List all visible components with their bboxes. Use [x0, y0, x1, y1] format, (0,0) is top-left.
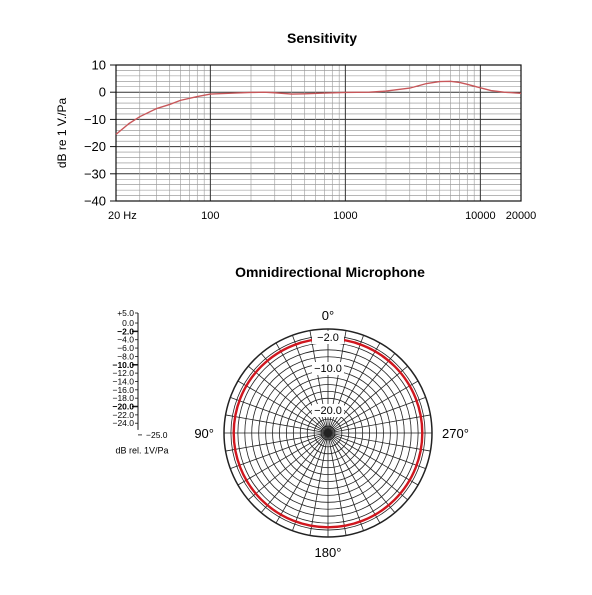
polar-angle-label: 180°: [315, 545, 342, 560]
polar-spoke: [260, 353, 329, 434]
x-tick-label: 100: [201, 210, 219, 222]
y-tick-label: −10: [84, 112, 106, 127]
scale-label: 0.0: [122, 318, 134, 328]
y-tick-label: −20: [84, 139, 106, 154]
scale-label: −12.0: [112, 368, 134, 378]
polar-db-scale: +5.00.0−2.0−4.0−6.0−8.0−10.0−12.0−14.0−1…: [112, 308, 168, 455]
y-tick-label: −40: [84, 194, 106, 209]
ring-label-bg: [312, 404, 344, 417]
polar-spoke: [327, 432, 364, 531]
polar-ring: [279, 384, 377, 482]
polar-spoke: [327, 414, 431, 434]
scale-label: +5.0: [117, 308, 134, 318]
scale-label: −24.0: [112, 418, 134, 428]
scale-label: −8.0: [117, 351, 134, 361]
sensitivity-plot: [115, 80, 522, 135]
scale-label: −10.0: [112, 360, 134, 370]
y-tick-label: 0: [99, 85, 106, 100]
polar-ring-label: −10.0: [314, 363, 342, 375]
polar-ring: [313, 418, 343, 448]
polar-spoke: [327, 397, 426, 434]
scale-caption: dB rel. 1V/Pa: [115, 445, 168, 455]
polar-spoke: [327, 432, 419, 486]
sensitivity-y-axis-label: dB re 1 V./Pa: [55, 98, 69, 169]
x-tick-label: 10000: [465, 210, 496, 222]
polar-spoke: [327, 432, 431, 452]
polar-spoke: [230, 397, 329, 434]
scale-label: −14.0: [112, 376, 134, 386]
polar-spoke: [225, 432, 329, 452]
polar-spoke: [327, 365, 408, 434]
scale-label: −2.0: [117, 326, 134, 336]
polar-spoke: [327, 380, 419, 434]
polar-spoke: [260, 432, 329, 513]
polar-ring: [292, 397, 364, 469]
scale-label: −16.0: [112, 385, 134, 395]
polar-spoke: [327, 432, 347, 536]
polar-spoke: [275, 342, 329, 434]
polar-ring: [272, 377, 384, 489]
x-tick-label: 20000: [506, 210, 537, 222]
y-tick-label: −30: [84, 166, 106, 181]
scale-label: −4.0: [117, 335, 134, 345]
polar-spoke: [237, 380, 329, 434]
polar-grid: [223, 328, 433, 538]
polar-angle-label: 270°: [442, 426, 469, 441]
polar-ring: [285, 390, 370, 475]
sensitivity-series-line: [115, 80, 522, 135]
polar-center: [324, 429, 332, 437]
ring-label-bg: [312, 362, 344, 375]
polar-ring: [223, 328, 433, 538]
scale-label: −18.0: [112, 393, 134, 403]
polar-chart: Omnidirectional Microphone +5.00.0−2.0−4…: [112, 264, 469, 560]
ring-label-bg: [312, 331, 344, 344]
sensitivity-title: Sensitivity: [287, 30, 357, 46]
polar-title: Omnidirectional Microphone: [235, 264, 425, 280]
polar-spoke: [327, 432, 396, 513]
plot-frame: [115, 64, 522, 202]
polar-spoke: [327, 432, 381, 524]
polar-spoke: [275, 432, 329, 524]
x-tick-label: 20 Hz: [108, 210, 137, 222]
polar-spoke: [237, 432, 329, 486]
polar-angle-label: 0°: [322, 308, 334, 323]
x-tick-label: 1000: [333, 210, 357, 222]
polar-spoke: [327, 342, 381, 434]
polar-ring: [320, 425, 336, 441]
polar-spoke: [248, 365, 329, 434]
polar-ring-label: −2.0: [317, 332, 339, 344]
polar-spoke: [248, 432, 329, 501]
scale-label: −6.0: [117, 343, 134, 353]
polar-spoke: [292, 432, 329, 531]
polar-spoke: [327, 432, 426, 469]
polar-spoke: [327, 353, 396, 434]
polar-ring: [244, 349, 412, 517]
polar-labels: 0° 90° 180° 270° −2.0 −10.0 −20.0: [194, 308, 469, 560]
scale-label: −25.0: [146, 430, 168, 440]
polar-spoke: [225, 414, 329, 434]
polar-angle-label: 90°: [194, 426, 214, 441]
polar-spoke: [309, 432, 329, 536]
sensitivity-grid: [115, 64, 522, 202]
polar-ring: [251, 356, 405, 510]
polar-spoke: [327, 432, 408, 501]
scale-label: −20.0: [112, 402, 134, 412]
polar-ring-label: −20.0: [314, 405, 342, 417]
polar-spoke: [230, 432, 329, 469]
y-tick-label: 10: [92, 58, 106, 73]
sensitivity-chart: Sensitivity dB re 1 V./Pa 100−10−20−30−4…: [55, 30, 536, 223]
scale-label: −22.0: [112, 410, 134, 420]
